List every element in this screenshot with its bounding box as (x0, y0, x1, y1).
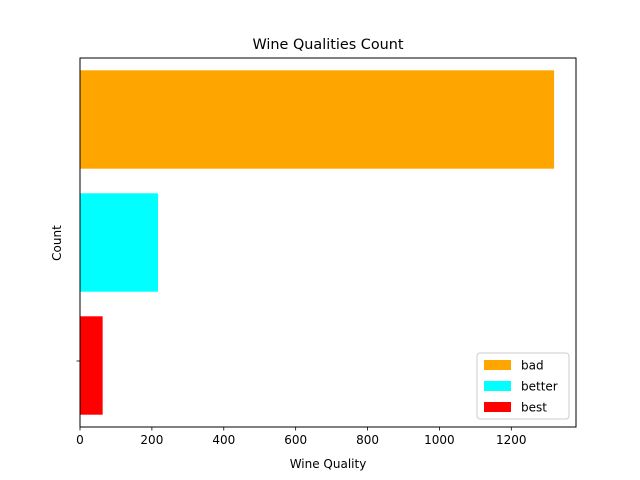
x-tick-label: 0 (76, 433, 84, 447)
y-axis-label: Count (50, 225, 64, 261)
bar-best (80, 316, 103, 415)
x-tick-label: 600 (284, 433, 307, 447)
legend: bad better best (476, 352, 570, 420)
plot-frame (79, 57, 577, 428)
legend-swatch-bad (484, 360, 511, 370)
legend-label-better: better (521, 380, 558, 394)
x-tick-label: 800 (356, 433, 379, 447)
bar-bad (80, 70, 555, 169)
chart-title: Wine Qualities Count (252, 37, 403, 53)
bars-group (80, 70, 555, 415)
x-tick-label: 400 (212, 433, 235, 447)
x-tick-label: 200 (140, 433, 163, 447)
legend-swatch-best (484, 402, 511, 412)
legend-label-best: best (521, 401, 547, 415)
x-axis-ticks: 0 200 400 600 800 1000 1200 (76, 427, 527, 447)
x-tick-label: 1000 (424, 433, 455, 447)
x-tick-label: 1200 (496, 433, 527, 447)
legend-swatch-better (484, 381, 511, 391)
bar-better (80, 193, 158, 292)
x-axis-label: Wine Quality (290, 457, 367, 471)
legend-label-bad: bad (521, 359, 544, 373)
